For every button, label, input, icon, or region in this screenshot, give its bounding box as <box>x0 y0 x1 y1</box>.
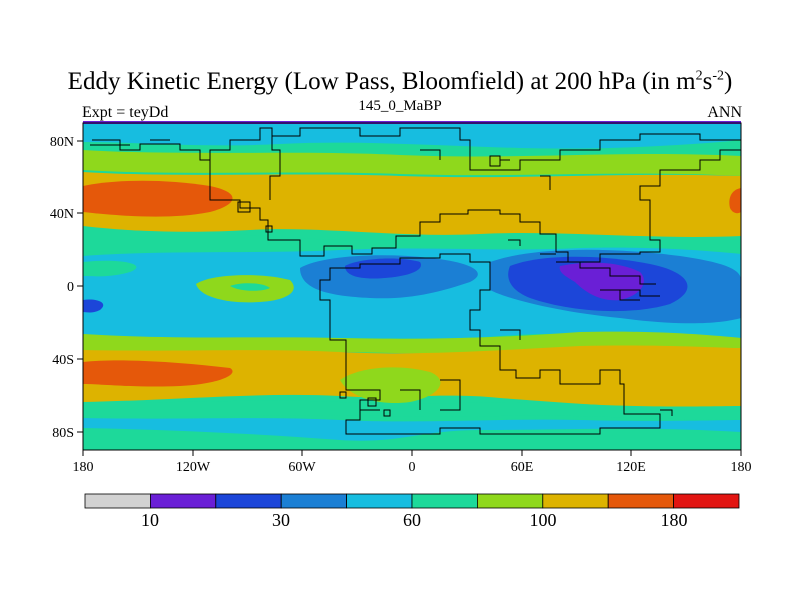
colorbar-swatch <box>346 493 413 509</box>
outline-south-continent <box>319 253 661 435</box>
axis-ticks <box>77 140 742 456</box>
colorbar-label: 100 <box>530 510 557 530</box>
outline-north-continent <box>92 139 741 263</box>
outline-warmpool-islands <box>508 239 660 297</box>
colorbar-swatch <box>476 493 544 509</box>
band-north-green2 <box>83 226 741 256</box>
colorbar-label: 180 <box>661 510 688 530</box>
outline-north-continent-top <box>272 127 741 171</box>
colorbar-swatch <box>149 493 217 509</box>
outline-greenland-small <box>237 201 273 233</box>
plot-subtitle: 145_0_MaBP <box>358 98 442 114</box>
y-tick-label: 40S <box>52 353 74 368</box>
blob-trop-green-left <box>83 260 137 277</box>
blob-south-red <box>83 360 233 387</box>
band-arctic-cyan <box>83 123 741 149</box>
blob-left-blue <box>83 299 104 313</box>
band-south-green <box>83 400 741 420</box>
blob-right-red <box>729 188 741 214</box>
outline-north-lake <box>489 155 501 167</box>
outline-arctic-bits <box>90 139 551 190</box>
y-tick-labels: 80N 40N 0 40S 80S <box>50 135 74 441</box>
x-tick-label: 120W <box>176 460 211 475</box>
colorbar-label: 10 <box>141 510 159 530</box>
plot-title: Eddy Kinetic Energy (Low Pass, Bloomfiel… <box>67 68 733 95</box>
colorbar-label: 60 <box>403 510 421 530</box>
x-tick-label: 60E <box>511 460 534 475</box>
x-tick-label: 180 <box>731 460 752 475</box>
x-tick-labels: 180 120W 60W 0 60E 120E 180 <box>73 460 752 475</box>
colorbar-swatch <box>411 493 478 509</box>
x-tick-label: 180 <box>73 460 94 475</box>
contour-field <box>83 123 741 450</box>
y-tick-label: 80S <box>52 426 74 441</box>
continent-outlines <box>90 127 741 435</box>
season-label: ANN <box>707 104 742 121</box>
outline-south-detail <box>360 289 640 411</box>
blob-south-lightgreen <box>340 367 441 404</box>
y-tick-label: 0 <box>67 280 74 295</box>
band-north-jet <box>83 172 741 237</box>
colorbar-swatch <box>84 493 151 509</box>
outline-north-continent-west <box>209 127 281 200</box>
blob-warmpool-purple <box>559 262 644 301</box>
colorbar-label: 30 <box>272 510 290 530</box>
outline-south-islands <box>339 391 673 417</box>
band-north-lightgreen <box>83 150 741 176</box>
colorbar-labels: 10 30 60 100 180 <box>141 510 688 530</box>
colorbar-swatch <box>215 493 282 509</box>
blob-trop-green-inner <box>230 283 270 291</box>
x-tick-label: 60W <box>288 460 316 475</box>
y-tick-label: 40N <box>50 207 74 222</box>
colorbar <box>84 493 740 509</box>
colorbar-swatch <box>607 493 675 509</box>
colorbar-swatch <box>542 493 609 509</box>
experiment-label: Expt = teyDd <box>82 104 169 121</box>
colorbar-swatch <box>673 493 740 509</box>
x-tick-label: 0 <box>409 460 416 475</box>
colorbar-swatch <box>280 493 348 509</box>
blob-pacific-north-red <box>83 180 233 217</box>
x-tick-label: 120E <box>616 460 646 475</box>
y-tick-label: 80N <box>50 135 74 150</box>
